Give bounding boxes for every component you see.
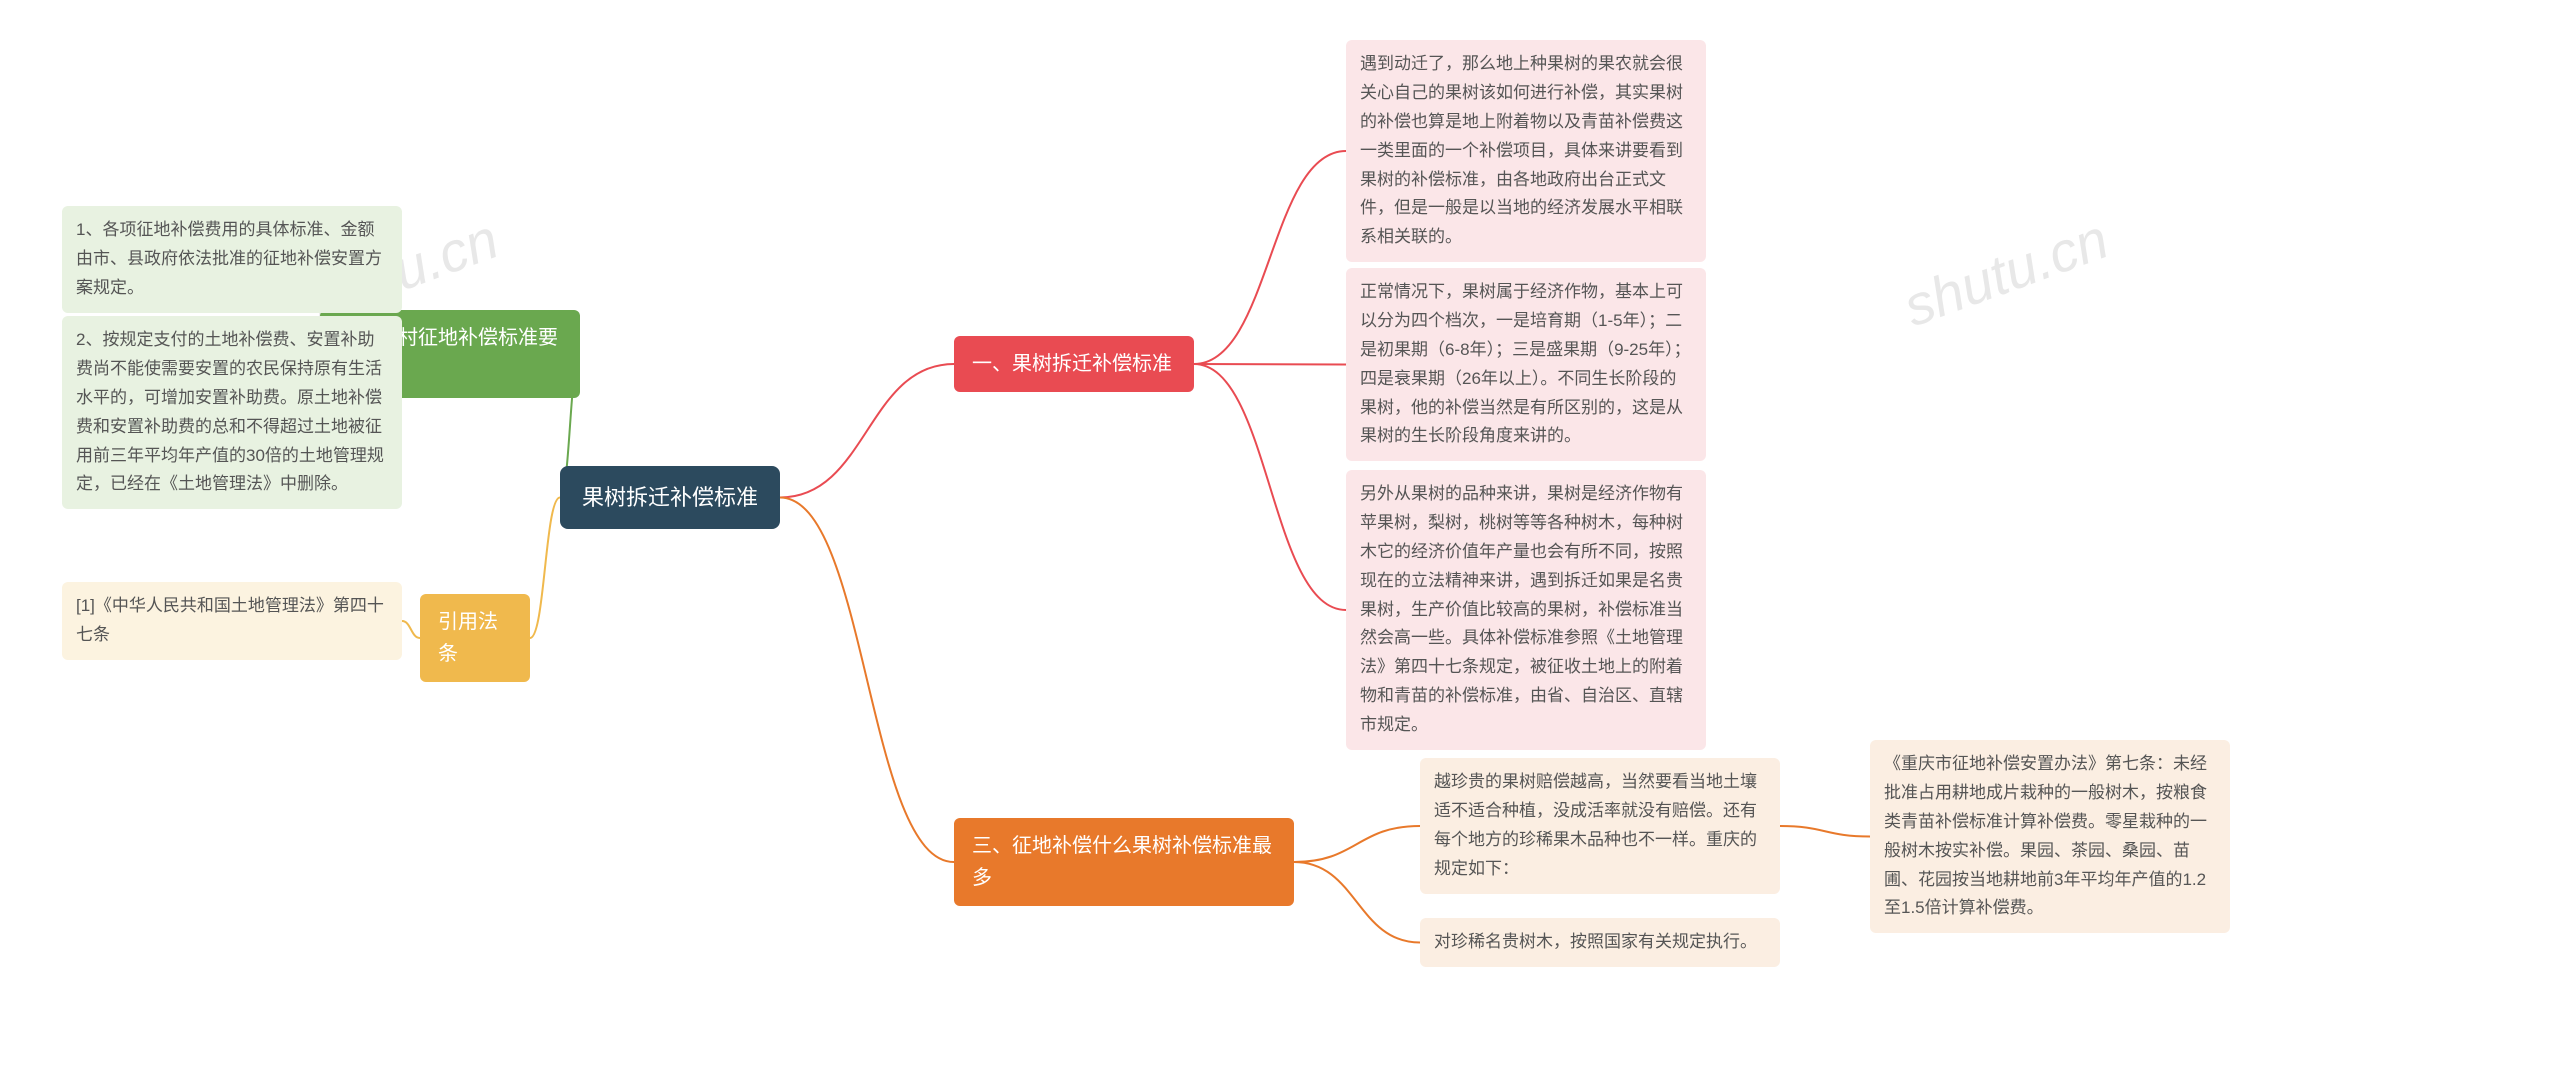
leaf-s1-a: 遇到动迁了，那么地上种果树的果农就会很关心自己的果树该如何进行补偿，其实果树的补… — [1346, 40, 1706, 262]
leaf-text: 另外从果树的品种来讲，果树是经济作物有苹果树，梨树，桃树等等各种树木，每种树木它… — [1360, 484, 1683, 734]
root-node: 果树拆迁补偿标准 — [560, 466, 780, 529]
branch-section-1: 一、果树拆迁补偿标准 — [954, 336, 1194, 392]
leaf-s2-b: 2、按规定支付的土地补偿费、安置补助费尚不能使需要安置的农民保持原有生活水平的，… — [62, 316, 402, 509]
leaf-text: 2、按规定支付的土地补偿费、安置补助费尚不能使需要安置的农民保持原有生活水平的，… — [76, 330, 384, 493]
leaf-text: 正常情况下，果树属于经济作物，基本上可以分为四个档次，一是培育期（1-5年）；二… — [1360, 282, 1691, 445]
leaf-text: 越珍贵的果树赔偿越高，当然要看当地土壤适不适合种植，没成活率就没有赔偿。还有每个… — [1434, 772, 1757, 878]
leaf-s3-b: 对珍稀名贵树木，按照国家有关规定执行。 — [1420, 918, 1780, 967]
root-label: 果树拆迁补偿标准 — [582, 485, 758, 510]
leaf-s1-c: 另外从果树的品种来讲，果树是经济作物有苹果树，梨树，桃树等等各种树木，每种树木它… — [1346, 470, 1706, 750]
branch-citation: 引用法条 — [420, 594, 530, 682]
leaf-s3-a: 越珍贵的果树赔偿越高，当然要看当地土壤适不适合种植，没成活率就没有赔偿。还有每个… — [1420, 758, 1780, 894]
leaf-text: 1、各项征地补偿费用的具体标准、金额由市、县政府依法批准的征地补偿安置方案规定。 — [76, 220, 382, 297]
leaf-text: 《重庆市征地补偿安置办法》第七条：未经批准占用耕地成片栽种的一般树木，按粮食类青… — [1884, 754, 2207, 917]
branch-label: 一、果树拆迁补偿标准 — [972, 353, 1172, 375]
leaf-text: 对珍稀名贵树木，按照国家有关规定执行。 — [1434, 932, 1757, 951]
leaf-text: 遇到动迁了，那么地上种果树的果农就会很关心自己的果树该如何进行补偿，其实果树的补… — [1360, 54, 1683, 246]
leaf-s3-a-sub: 《重庆市征地补偿安置办法》第七条：未经批准占用耕地成片栽种的一般树木，按粮食类青… — [1870, 740, 2230, 933]
leaf-s2-a: 1、各项征地补偿费用的具体标准、金额由市、县政府依法批准的征地补偿安置方案规定。 — [62, 206, 402, 313]
leaf-text: [1]《中华人民共和国土地管理法》第四十七条 — [76, 596, 384, 644]
branch-label: 引用法条 — [438, 611, 498, 665]
leaf-cite-a: [1]《中华人民共和国土地管理法》第四十七条 — [62, 582, 402, 660]
branch-label: 三、征地补偿什么果树补偿标准最多 — [972, 835, 1272, 889]
watermark: shutu.cn — [1895, 206, 2116, 339]
branch-section-3: 三、征地补偿什么果树补偿标准最多 — [954, 818, 1294, 906]
leaf-s1-b: 正常情况下，果树属于经济作物，基本上可以分为四个档次，一是培育期（1-5年）；二… — [1346, 268, 1706, 461]
